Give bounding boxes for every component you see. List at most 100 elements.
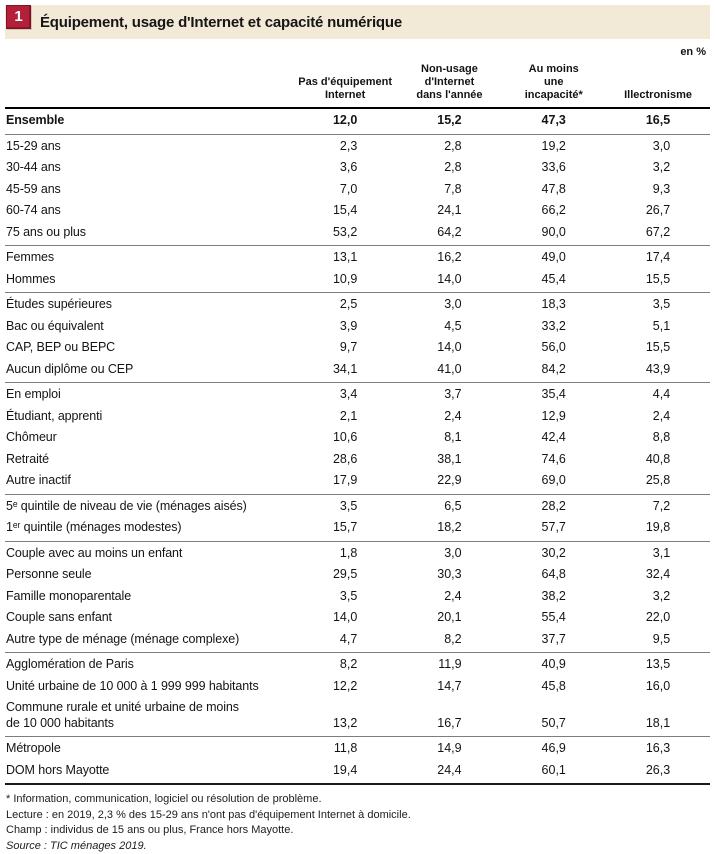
row-label: Retraité — [5, 449, 293, 471]
figure-title-bar: 1 Équipement, usage d'Internet et capaci… — [5, 5, 710, 39]
value-cell: 18,3 — [502, 294, 606, 316]
table-row: Unité urbaine de 10 000 à 1 999 999 habi… — [5, 676, 710, 698]
value-cell: 9,5 — [606, 629, 710, 651]
value-cell: 8,2 — [293, 654, 397, 676]
value-cell: 13,1 — [293, 247, 397, 269]
value-cell: 2,1 — [293, 406, 397, 428]
row-label: Autre inactif — [5, 470, 293, 492]
value-cell: 64,2 — [397, 222, 501, 244]
value-cell: 42,4 — [502, 427, 606, 449]
value-cell: 57,7 — [502, 517, 606, 539]
value-cell: 53,2 — [293, 222, 397, 244]
value-cell: 90,0 — [502, 222, 606, 244]
row-label: Ensemble — [5, 110, 293, 132]
value-cell: 46,9 — [502, 738, 606, 760]
value-cell: 2,5 — [293, 294, 397, 316]
value-cell: 47,3 — [502, 110, 606, 132]
value-cell: 45,4 — [502, 269, 606, 291]
value-cell: 64,8 — [502, 564, 606, 586]
value-cell: 15,7 — [293, 517, 397, 539]
value-cell: 1,8 — [293, 543, 397, 565]
value-cell: 8,8 — [606, 427, 710, 449]
value-cell: 35,4 — [502, 384, 606, 406]
value-cell: 74,6 — [502, 449, 606, 471]
value-cell: 15,5 — [606, 337, 710, 359]
value-cell: 37,7 — [502, 629, 606, 651]
value-cell: 2,8 — [397, 157, 501, 179]
value-cell: 24,4 — [397, 760, 501, 782]
row-label: Autre type de ménage (ménage complexe) — [5, 629, 293, 651]
row-label: Agglomération de Paris — [5, 654, 293, 676]
value-cell: 10,6 — [293, 427, 397, 449]
row-label: Chômeur — [5, 427, 293, 449]
value-cell: 9,7 — [293, 337, 397, 359]
value-cell: 10,9 — [293, 269, 397, 291]
row-label: Bac ou équivalent — [5, 316, 293, 338]
value-cell: 25,8 — [606, 470, 710, 492]
value-cell: 3,0 — [397, 294, 501, 316]
value-cell: 12,9 — [502, 406, 606, 428]
footnote-asterisk: * Information, communication, logiciel o… — [6, 792, 710, 808]
value-cell: 30,3 — [397, 564, 501, 586]
value-cell: 19,2 — [502, 136, 606, 158]
value-cell: 55,4 — [502, 607, 606, 629]
value-cell: 14,7 — [397, 676, 501, 698]
value-cell: 8,2 — [397, 629, 501, 651]
value-cell: 14,9 — [397, 738, 501, 760]
footnote-lecture: Lecture : en 2019, 2,3 % des 15-29 ans n… — [6, 808, 710, 824]
value-cell: 84,2 — [502, 359, 606, 381]
value-cell: 33,2 — [502, 316, 606, 338]
row-label: 1ᵉʳ quintile (ménages modestes) — [5, 517, 293, 539]
table-row: Autre type de ménage (ménage complexe)4,… — [5, 629, 710, 651]
value-cell: 29,5 — [293, 564, 397, 586]
value-cell: 28,2 — [502, 496, 606, 518]
value-cell: 45,8 — [502, 676, 606, 698]
value-cell: 24,1 — [397, 200, 501, 222]
row-label: 5ᵉ quintile de niveau de vie (ménages ai… — [5, 496, 293, 518]
value-cell: 3,5 — [606, 294, 710, 316]
value-cell: 12,0 — [293, 110, 397, 132]
value-cell: 11,9 — [397, 654, 501, 676]
value-cell: 17,9 — [293, 470, 397, 492]
value-cell: 3,2 — [606, 586, 710, 608]
row-label: Famille monoparentale — [5, 586, 293, 608]
value-cell: 2,4 — [397, 406, 501, 428]
value-cell: 2,3 — [293, 136, 397, 158]
value-cell: 13,5 — [606, 654, 710, 676]
row-label: 60-74 ans — [5, 200, 293, 222]
value-cell: 3,2 — [606, 157, 710, 179]
row-label: En emploi — [5, 384, 293, 406]
value-cell: 3,6 — [293, 157, 397, 179]
value-cell: 15,5 — [606, 269, 710, 291]
value-cell: 2,4 — [606, 406, 710, 428]
value-cell: 3,5 — [293, 586, 397, 608]
value-cell: 19,4 — [293, 760, 397, 782]
row-label: Unité urbaine de 10 000 à 1 999 999 habi… — [5, 676, 293, 698]
value-cell: 4,5 — [397, 316, 501, 338]
value-cell: 16,0 — [606, 676, 710, 698]
value-cell: 66,2 — [502, 200, 606, 222]
value-cell: 14,0 — [397, 337, 501, 359]
value-cell: 16,7 — [397, 713, 501, 735]
value-cell: 2,8 — [397, 136, 501, 158]
value-cell: 13,2 — [293, 713, 397, 735]
row-label: Aucun diplôme ou CEP — [5, 359, 293, 381]
column-header: Au moins une incapacité* — [502, 63, 606, 102]
value-cell: 22,0 — [606, 607, 710, 629]
